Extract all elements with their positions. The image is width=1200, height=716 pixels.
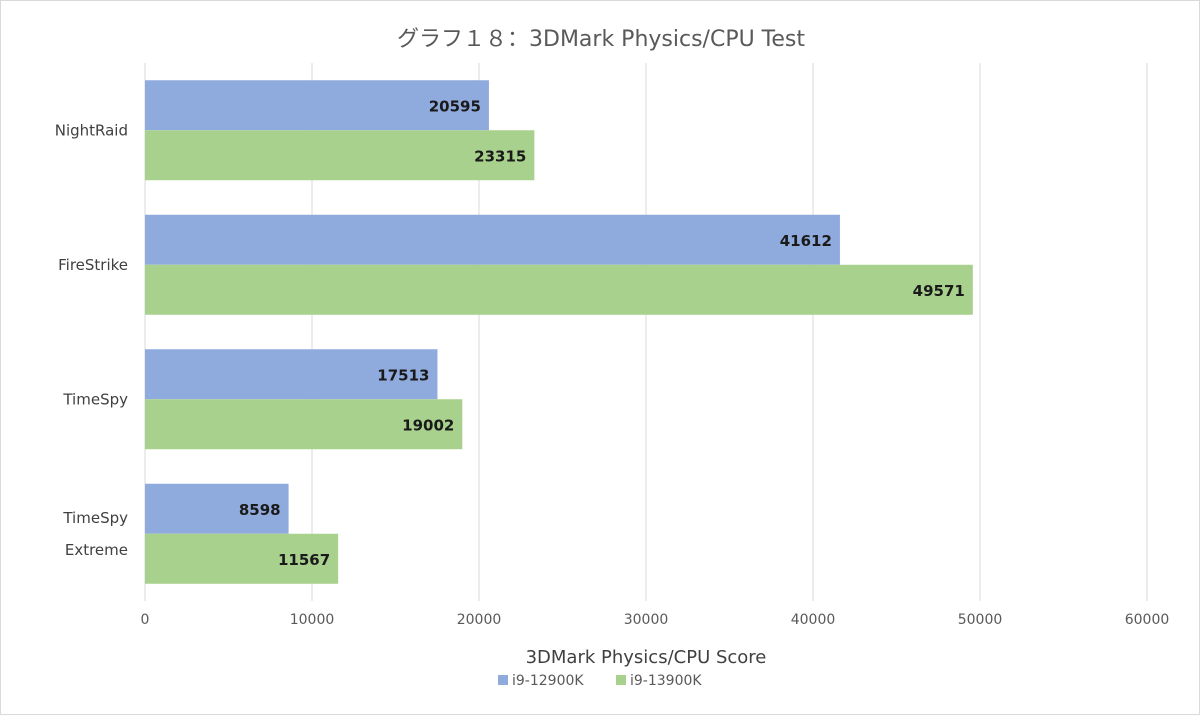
category-label-3-1: Extreme <box>65 541 128 559</box>
chart-title: グラフ１８：3DMark Physics/CPU Test <box>397 27 805 52</box>
category-axis: NightRaid FireStrike TimeSpy TimeSpy Extreme <box>55 121 128 559</box>
legend-swatch-1 <box>616 675 626 685</box>
bar-0-3 <box>145 483 289 534</box>
data-labels: 20595 23315 41612 49571 17513 19002 8598 11567 <box>239 97 965 569</box>
category-label-3-0: TimeSpy <box>62 509 128 527</box>
bar-0-1 <box>145 214 840 265</box>
data-label-0-1: 41612 <box>780 232 832 250</box>
category-label-1-0: FireStrike <box>58 256 128 274</box>
x-tick-label-4: 40000 <box>791 612 836 628</box>
x-tick-label-0: 0 <box>141 612 150 628</box>
data-label-1-0: 23315 <box>474 147 526 165</box>
data-label-0-2: 17513 <box>377 366 429 384</box>
bar-1-3 <box>145 533 339 584</box>
legend-swatch-0 <box>498 675 508 685</box>
data-label-1-3: 11567 <box>278 551 330 569</box>
x-axis-title: 3DMark Physics/CPU Score <box>526 647 767 668</box>
x-tick-label-5: 50000 <box>958 612 1003 628</box>
data-label-0-0: 20595 <box>429 97 481 115</box>
bar-1-0 <box>145 130 535 181</box>
legend-label-0: i9-12900K <box>512 673 584 689</box>
data-label-1-1: 49571 <box>913 282 965 300</box>
category-label-0-0: NightRaid <box>55 121 128 139</box>
bar-1-2 <box>145 399 463 450</box>
bar-0-2 <box>145 349 438 400</box>
value-axis-ticks: 0 10000 20000 30000 40000 50000 60000 <box>141 612 1170 628</box>
bar-1-1 <box>145 264 973 315</box>
x-tick-label-3: 30000 <box>624 612 669 628</box>
bars <box>145 80 973 584</box>
bar-0-0 <box>145 80 489 131</box>
legend: i9-12900K i9-13900K <box>498 673 702 689</box>
category-label-2-0: TimeSpy <box>62 390 128 408</box>
x-tick-label-2: 20000 <box>457 612 502 628</box>
data-label-0-3: 8598 <box>239 501 281 519</box>
legend-label-1: i9-13900K <box>630 673 702 689</box>
x-tick-label-6: 60000 <box>1125 612 1170 628</box>
data-label-1-2: 19002 <box>402 416 454 434</box>
x-tick-label-1: 10000 <box>290 612 335 628</box>
